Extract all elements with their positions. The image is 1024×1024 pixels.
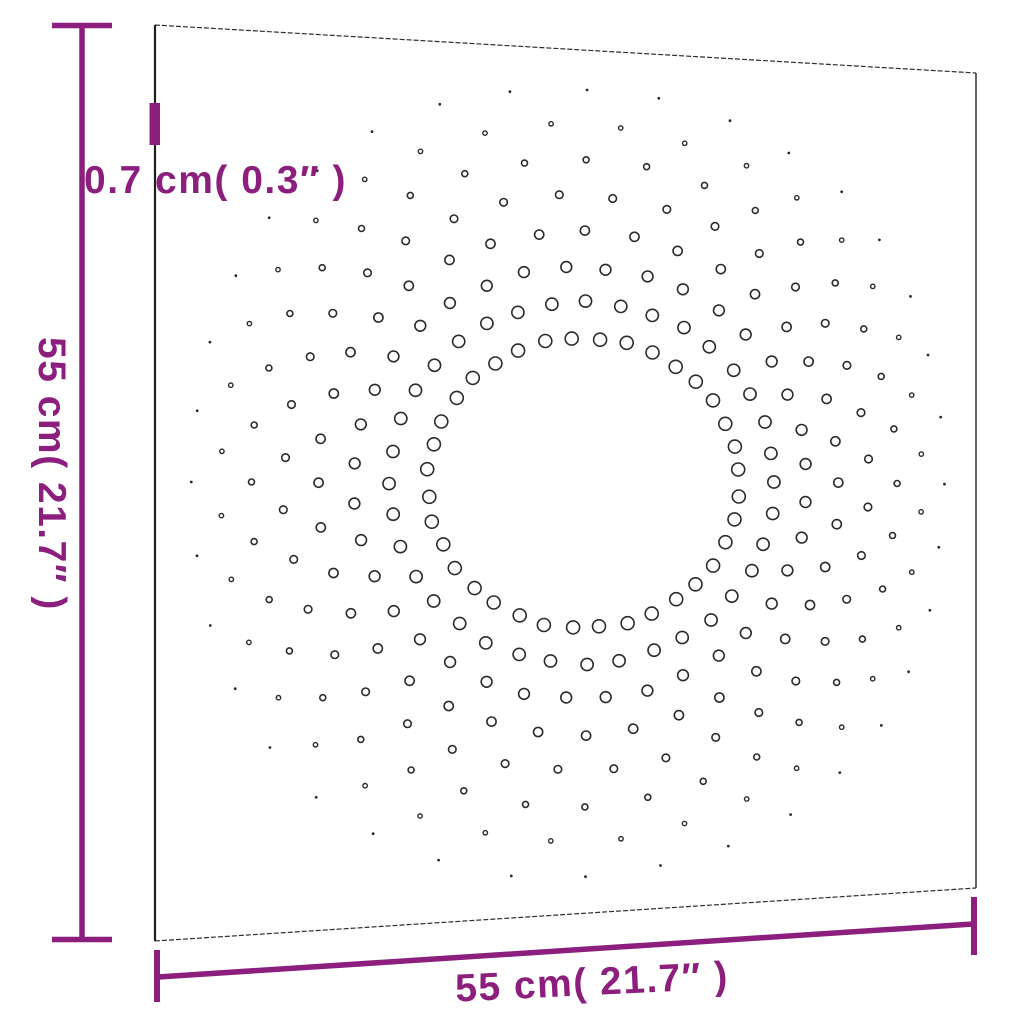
panel-bottom-edge bbox=[154, 887, 977, 942]
sunburst-dot-pattern bbox=[189, 88, 946, 879]
panel-face bbox=[155, 25, 976, 941]
height-dimension bbox=[52, 22, 112, 943]
thickness-label: 0.7 cm( 0.3″ ) bbox=[84, 159, 347, 202]
panel-outline bbox=[153, 24, 977, 942]
thickness-indicator-bar bbox=[149, 103, 160, 145]
height-label: 55 cm( 21.7″ ) bbox=[30, 337, 73, 611]
width-dimension bbox=[154, 897, 977, 1002]
panel-top-edge bbox=[154, 24, 977, 74]
width-dimension-line bbox=[157, 921, 974, 980]
